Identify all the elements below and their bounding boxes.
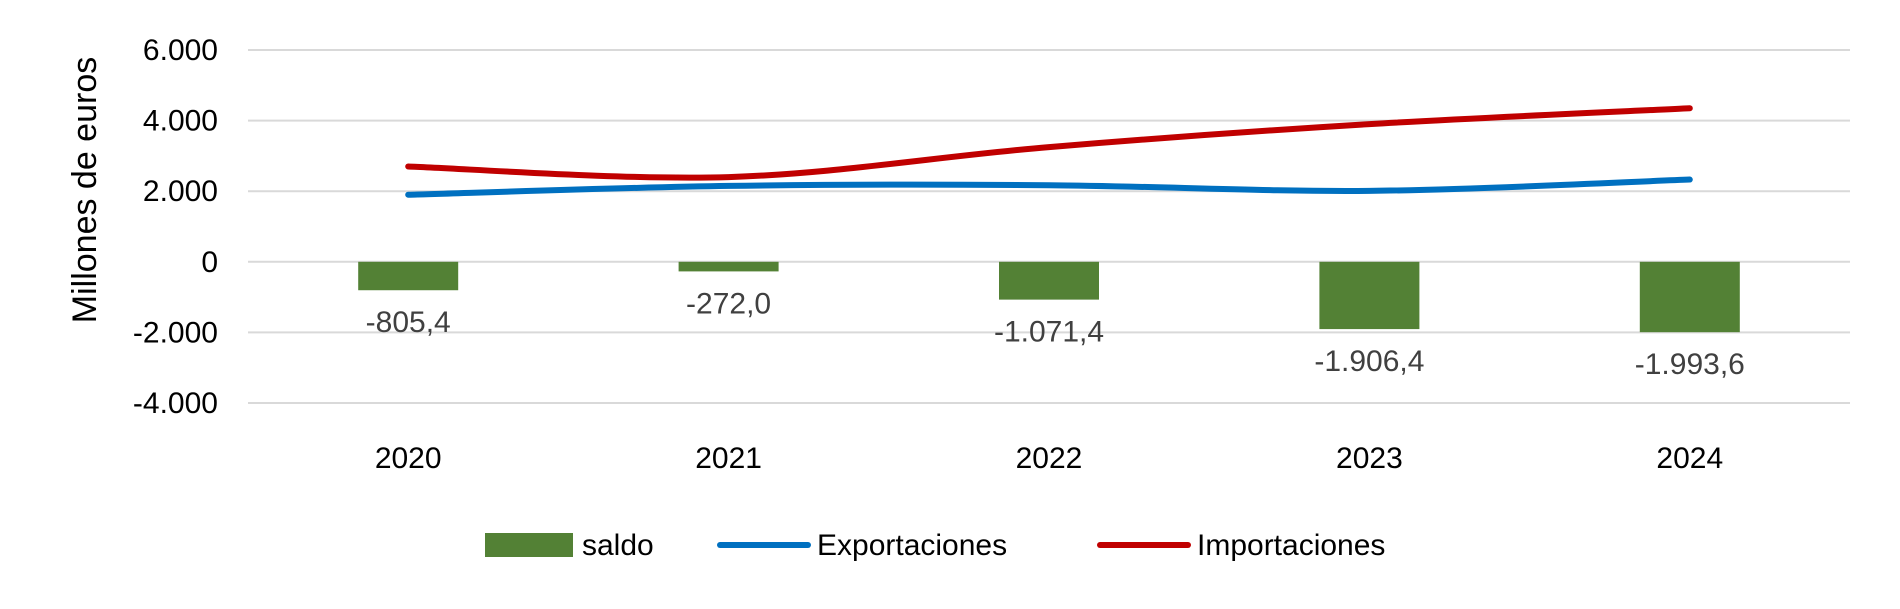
y-axis-tick-labels: 6.000 4.000 2.000 0 -2.000 -4.000 (133, 34, 218, 420)
y-axis-title: Millones de euros (66, 57, 104, 323)
bar-saldo-2021 (678, 261, 779, 272)
bar-data-labels: -805,4 -272,0 -1.071,4 -1.906,4 -1.993,6 (366, 287, 1745, 381)
y-tick-label-4: -2.000 (133, 316, 218, 349)
legend: saldo Exportaciones Importaciones (485, 529, 1385, 562)
y-tick-label-1: 4.000 (143, 105, 218, 138)
legend-swatch-saldo (485, 533, 573, 557)
legend-label-saldo: saldo (582, 529, 654, 562)
y-tick-label-5: -4.000 (133, 387, 218, 420)
bar-saldo-2023 (1319, 261, 1420, 330)
y-tick-label-3: 0 (201, 246, 218, 279)
bar-saldo-2020 (358, 261, 459, 291)
x-tick-label-2024: 2024 (1656, 442, 1723, 475)
data-label-2020: -805,4 (366, 306, 451, 339)
bar-saldo-2024 (1639, 261, 1740, 333)
series-lines (405, 105, 1693, 198)
x-axis-tick-labels: 2020 2021 2022 2023 2024 (375, 442, 1723, 475)
saldo-bars (358, 261, 1740, 333)
line-exportaciones (405, 176, 1693, 198)
gridlines (248, 49, 1850, 404)
legend-label-exportaciones: Exportaciones (817, 529, 1007, 562)
y-tick-label-2: 2.000 (143, 175, 218, 208)
legend-label-importaciones: Importaciones (1197, 529, 1385, 562)
x-tick-label-2020: 2020 (375, 442, 442, 475)
data-label-2022: -1.071,4 (994, 316, 1104, 349)
line-importaciones (405, 105, 1693, 181)
data-label-2024: -1.993,6 (1635, 348, 1745, 381)
data-label-2021: -272,0 (686, 287, 771, 320)
x-tick-label-2021: 2021 (695, 442, 762, 475)
data-label-2023: -1.906,4 (1314, 345, 1424, 378)
x-tick-label-2023: 2023 (1336, 442, 1403, 475)
y-tick-label-0: 6.000 (143, 34, 218, 67)
bar-saldo-2022 (999, 261, 1099, 300)
x-tick-label-2022: 2022 (1016, 442, 1083, 475)
